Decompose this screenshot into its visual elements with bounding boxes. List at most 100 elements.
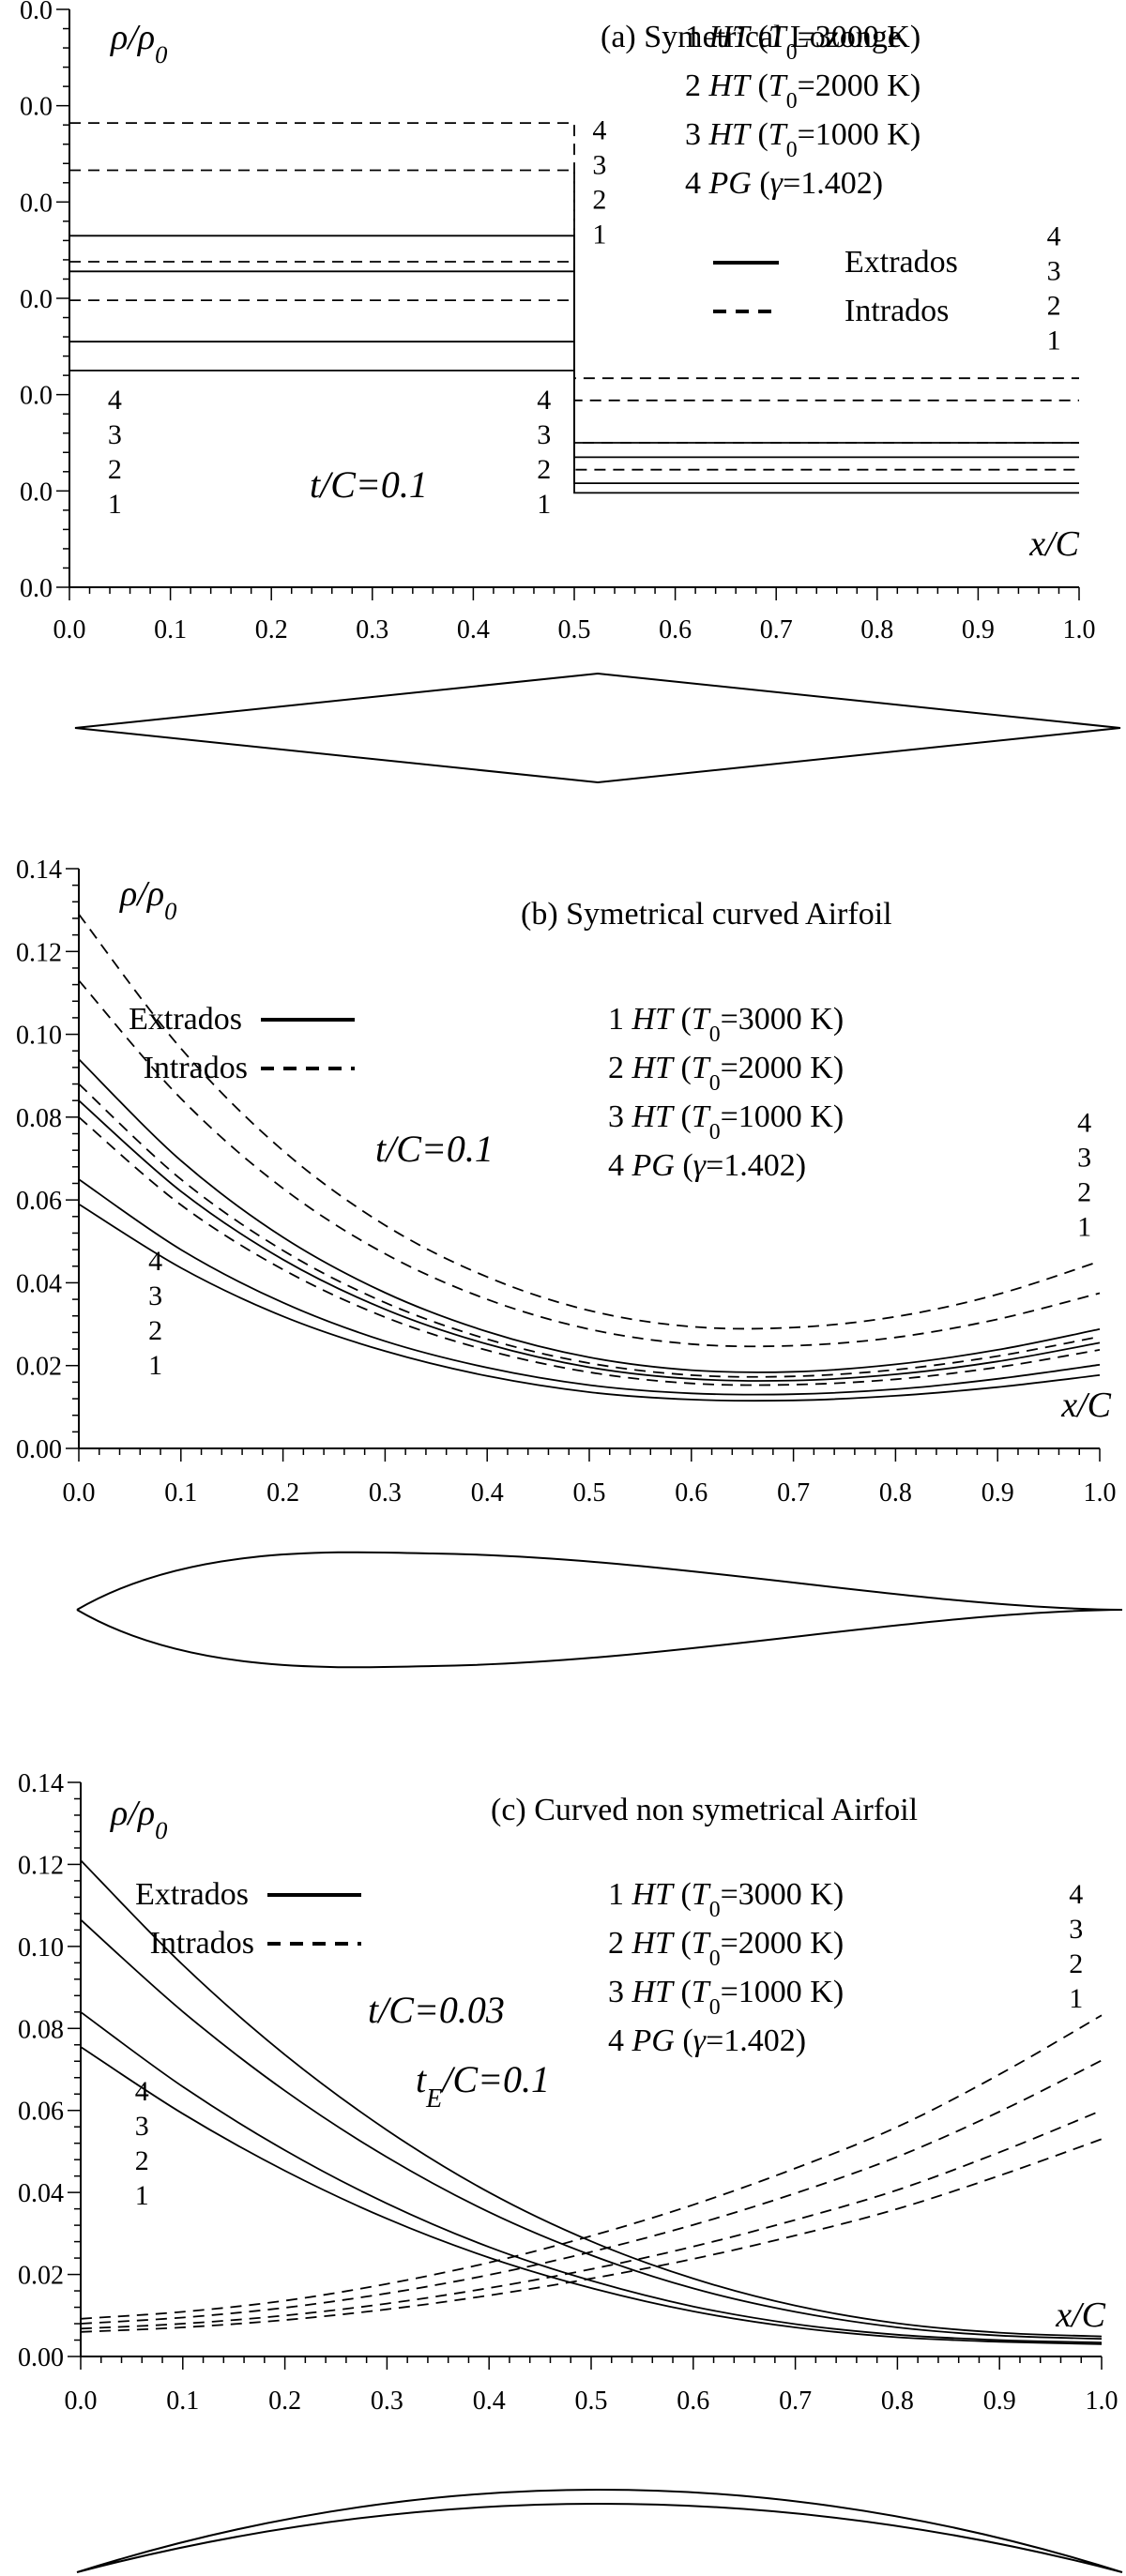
geometry-parameter: t/C=0.1: [375, 1128, 494, 1170]
legend-case-entry: 1 HT (T0=3000 K): [608, 1877, 844, 1922]
profile-symmetric-airfoil: [76, 1551, 1123, 1669]
panel-a: 0.0 0.1 0.2 0.3 0.4 0.5 0.6 0.7 0.8 0.9 1.00.00.00…: [20, 0, 1121, 784]
curve-number-label: 4: [592, 115, 606, 146]
legend-styles: Extrados Intrados: [135, 1877, 361, 1961]
x-tick-label: 0.6: [677, 2387, 709, 2416]
panel-title: (c) Curved non symetrical Airfoil: [491, 1793, 918, 1827]
legend-case-entry: 3 HT (T0=1000 K): [608, 1975, 844, 2020]
x-tick-label: 0.7: [777, 1478, 810, 1508]
y-tick-label: 0.0: [20, 477, 53, 507]
y-tick-label: 0.06: [16, 1187, 62, 1216]
series-intrados-case-4: [80, 2014, 1103, 2320]
curve-number-label: 3: [108, 419, 122, 450]
x-tick-label: 0.4: [457, 615, 490, 644]
legend-style-label: Extrados: [129, 1002, 242, 1037]
y-tick-label: 0.00: [18, 2343, 64, 2372]
legend-case-entry: 1 HT (T0=3000 K): [608, 1002, 844, 1047]
curve-number-label: 2: [537, 454, 551, 485]
legend-case-entry: 3 HT (T0=1000 K): [685, 117, 921, 162]
curve-number-label: 1: [1077, 1211, 1091, 1242]
series-group: [80, 1859, 1103, 2345]
series-extrados-case-4: [78, 1058, 1101, 1373]
curve-number-label: 3: [148, 1280, 162, 1311]
curve-number-label: 2: [1047, 291, 1061, 322]
x-tick-label: 1.0: [1063, 615, 1096, 644]
y-tick-label: 0.08: [18, 2015, 64, 2044]
series-extrados-case-1: [80, 2046, 1103, 2345]
y-tick-label: 0.02: [16, 1353, 62, 1382]
legend-case-entry: 2 HT (T0=2000 K): [685, 68, 921, 114]
curve-number-label: 4: [135, 2076, 149, 2107]
curve-number-label: 4: [1069, 1879, 1083, 1910]
x-axis-label: x/C: [1055, 2296, 1105, 2335]
y-tick-label: 0.10: [18, 1933, 64, 1962]
panel-title: (a) Symetrical Lozonge: [601, 20, 902, 54]
x-tick-label: 0.0: [65, 2387, 98, 2416]
curve-number-label: 4: [108, 385, 122, 416]
series-intrados-case-4: [78, 914, 1101, 1330]
curve-number-label: 2: [1069, 1948, 1083, 1979]
x-tick-label: 0.2: [266, 1478, 299, 1508]
curve-number-label: 2: [135, 2145, 149, 2176]
y-tick-label: 0.04: [16, 1269, 62, 1298]
x-tick-label: 0.9: [962, 615, 995, 644]
curve-number-label: 4: [148, 1246, 162, 1277]
y-tick-label: 0.04: [18, 2179, 64, 2208]
series-extrados-case-3: [78, 1099, 1101, 1382]
series-intrados-case-2: [69, 261, 1079, 444]
profile-cambered-airfoil: [76, 2489, 1123, 2573]
series-extrados-case-1: [78, 1203, 1101, 1402]
curve-number-label: 4: [1077, 1107, 1091, 1138]
curve-number-label: 1: [592, 220, 606, 250]
legend-style-label: Extrados: [135, 1877, 249, 1912]
x-tick-label: 0.7: [760, 615, 793, 644]
x-tick-label: 0.5: [575, 2387, 608, 2416]
legend-case-entry: 1 HT (T0=3000 K): [685, 20, 921, 65]
x-tick-label: 0.6: [675, 1478, 708, 1508]
legend-cases: 1 HT (T0=3000 K)2 HT (T0=2000 K)3 HT (T0…: [608, 1002, 844, 1183]
x-tick-label: 0.1: [154, 615, 187, 644]
curve-number-label: 3: [537, 419, 551, 450]
curve-number-label: 1: [537, 489, 551, 520]
curve-number-label: 1: [1069, 1983, 1083, 2014]
legend-case-entry: 3 HT (T0=1000 K): [608, 1099, 844, 1144]
legend-cases: 1 HT (T0=3000 K)2 HT (T0=2000 K)3 HT (T0…: [685, 20, 921, 201]
x-tick-label: 0.8: [881, 2387, 914, 2416]
x-axis-label: x/C: [1060, 1386, 1111, 1425]
panel-title: (b) Symetrical curved Airfoil: [521, 897, 892, 932]
profile-lozenge: [74, 672, 1121, 784]
x-tick-label: 0.0: [53, 615, 86, 644]
y-tick-label: 0.00: [16, 1435, 62, 1464]
curve-number-label: 3: [592, 150, 606, 181]
curve-number-label: 2: [108, 454, 122, 485]
x-tick-label: 0.3: [356, 615, 388, 644]
legend-case-entry: 4 PG (γ=1.402): [608, 1148, 806, 1183]
y-tick-label: 0.0: [20, 0, 53, 25]
x-tick-label: 1.0: [1086, 2387, 1118, 2416]
curve-number-label: 3: [135, 2111, 149, 2142]
legend-case-entry: 2 HT (T0=2000 K): [608, 1926, 844, 1971]
series-intrados-case-3: [80, 2059, 1103, 2325]
y-tick-label: 0.0: [20, 93, 53, 122]
y-tick-label: 0.10: [16, 1022, 62, 1051]
x-tick-label: 0.2: [255, 615, 288, 644]
series-extrados-case-2: [78, 1178, 1101, 1396]
legend-style-label: Extrados: [844, 245, 958, 280]
x-tick-label: 0.1: [166, 2387, 199, 2416]
curve-number-label: 2: [1077, 1176, 1091, 1207]
x-tick-label: 0.6: [659, 615, 692, 644]
y-axis-label: ρ/ρ0: [110, 18, 167, 68]
series-group: [78, 914, 1101, 1402]
y-tick-label: 0.0: [20, 189, 53, 218]
x-tick-label: 0.3: [369, 1478, 402, 1508]
legend-styles: Extrados Intrados: [129, 1002, 355, 1085]
y-axis-label: ρ/ρ0: [119, 874, 176, 925]
x-tick-label: 0.4: [471, 1478, 504, 1508]
panel-b: 0.0 0.1 0.2 0.3 0.4 0.5 0.6 0.7 0.8 0.9 1.0 0.00 0.0…: [16, 856, 1123, 1669]
x-tick-label: 0.8: [860, 615, 893, 644]
series-intrados-case-2: [78, 1083, 1101, 1378]
y-tick-label: 0.14: [16, 856, 62, 885]
panel-c: 0.0 0.1 0.2 0.3 0.4 0.5 0.6 0.7 0.8 0.9 1.0 0.00 0.0…: [18, 1769, 1123, 2573]
curve-number-label: 4: [537, 385, 551, 416]
